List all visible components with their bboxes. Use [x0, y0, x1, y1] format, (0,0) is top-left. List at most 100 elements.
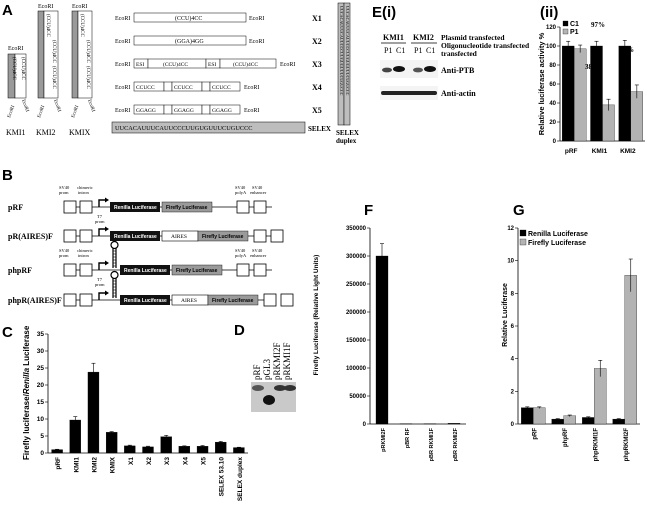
gel-band [252, 385, 264, 391]
x-tick-label: KMI1 [592, 148, 608, 155]
y-tick-label: 200000 [346, 310, 367, 316]
bar [563, 415, 576, 425]
gel-band [263, 395, 275, 405]
renilla-label: Renilla Luciferase [114, 234, 157, 240]
x-tick-label: X4 [182, 457, 189, 465]
insert-seq: (CCU)4CC [51, 66, 56, 89]
intron-box [79, 200, 93, 214]
bar [618, 45, 631, 142]
panel-e-western: KMI1 KMI2 P1 C1 P1 C1 Plasmid transfecte… [380, 33, 530, 100]
sv40-prom-label: SV40 [59, 185, 70, 190]
blot-strip-ptb [380, 60, 438, 78]
enhancer-box [280, 293, 294, 307]
ecori-left-label: EcoRI [115, 39, 130, 45]
insert-seq: (CCU)4CC [85, 40, 90, 63]
ecori-top-label: EcoRI [72, 4, 87, 10]
y-tick-label: 20 [37, 382, 45, 389]
y-tick-label: 350000 [346, 226, 367, 232]
sv40-prom-label: SV40 [59, 248, 70, 253]
ecori-left-label: EcoRI [115, 16, 130, 22]
ecori-right-label: EcoRI [244, 108, 259, 114]
x-tick-label: phpRKMI2F [624, 428, 630, 462]
x-tick-label: SELEX 53.10 [219, 457, 226, 497]
legend-label: P1 [570, 29, 579, 36]
t7-label: T7 [97, 214, 103, 219]
x-tick-label: KMI2 [91, 457, 98, 473]
y-tick-label: 5 [40, 433, 44, 440]
esi-label: ESI [136, 62, 144, 68]
y-tick-label: 0 [553, 139, 557, 145]
bar [142, 446, 154, 454]
bar [196, 446, 209, 454]
intron-label: chimeric [77, 248, 93, 253]
bar [630, 91, 643, 142]
bar [447, 423, 461, 425]
panel-label-b: B [2, 167, 13, 184]
percent-annotation: 38% [585, 63, 599, 71]
construct-name: pR(AIRES)F [8, 232, 53, 241]
row-label: Anti-PTB [441, 66, 475, 75]
gel-band [274, 385, 286, 391]
insert-box [209, 81, 241, 92]
promoter-box [63, 200, 77, 214]
row-id: X1 [312, 14, 322, 23]
polya-label: SV40 [235, 248, 246, 253]
bar [215, 441, 227, 454]
firefly-box [197, 230, 249, 242]
y-tick-label: 60 [549, 82, 556, 88]
insert-box [133, 35, 247, 46]
x-tick-label: pRKMI2F [381, 427, 387, 451]
firefly-label: Firefly Luciferase [176, 268, 218, 274]
selex-seq-box [111, 121, 306, 134]
bar [178, 446, 191, 454]
construct-name: phpR(AIRES)F [8, 296, 62, 305]
polya-box [236, 200, 250, 214]
y-tick-label: 250000 [346, 282, 367, 288]
insert-seq: CCUCC [174, 85, 193, 91]
row-x3: EcoRI ESI (CCU)4CC ESI (CCU)4CC EcoRI X3 [115, 58, 322, 69]
construct-0: pRF Renilla Luciferase Firefly Luciferase S… [8, 185, 272, 224]
construct-name: KMI1 [6, 128, 26, 137]
construct-name: KMI2 [36, 128, 56, 137]
spacer-box [163, 81, 173, 92]
ecori-top-label: EcoRI [38, 4, 53, 10]
ecori-left-label: EcoRI [115, 85, 130, 91]
ecori-right-label: EcoRI [52, 99, 61, 113]
aires-label: AIRES [171, 234, 187, 240]
x-tick-label: SELEX duplex [237, 457, 244, 501]
firefly-label: Firefly Luciferase [166, 205, 208, 211]
bar [612, 418, 625, 425]
intron-box [79, 263, 93, 277]
ecori-left-label: EcoRI [115, 108, 130, 114]
panel-label-e-ii: (ii) [540, 4, 558, 21]
insert-seq: (CCU)4CC [175, 15, 202, 22]
panel-label-d: D [234, 322, 245, 339]
legend-swatch [519, 238, 527, 246]
blot-lane-label: P1 [414, 46, 422, 55]
y-tick-label: 120 [546, 25, 557, 31]
y-tick-label: 100 [546, 44, 557, 50]
selex-duplex: UUCACAUUUCAUUCCCUUGUGUUUCUGUCCC UUCACAUU… [336, 2, 359, 145]
insert-seq: (CCU)4CC [85, 66, 90, 89]
x-tick-label: pRF [565, 148, 578, 155]
t7-arrowhead [105, 260, 109, 266]
ecori-right-label: EcoRI [20, 99, 29, 113]
t7-label: prom [95, 282, 105, 287]
t7-label: T7 [97, 277, 103, 282]
insert-box [43, 10, 59, 99]
spacer-box [163, 104, 173, 115]
lane-label: pGL3 [262, 359, 272, 380]
insert-seq: (GGA)4GG [175, 38, 204, 45]
percent-annotation: 52% [620, 46, 634, 54]
bar [521, 407, 534, 425]
bar [562, 45, 575, 142]
y-axis-label: Relative luciferase activity % [537, 32, 546, 135]
x-tick-label: pBR RF [405, 427, 411, 448]
bar [51, 449, 63, 454]
y-tick-label: 15 [37, 399, 45, 406]
insert-seq: CCUCC [212, 85, 231, 91]
renilla-box [120, 295, 170, 305]
polya-label: polyA [235, 253, 247, 258]
panel-d-gel: pRF pGL3 pRKMI2F pRKMI1F [251, 342, 296, 412]
t7-label: prom [95, 219, 105, 224]
